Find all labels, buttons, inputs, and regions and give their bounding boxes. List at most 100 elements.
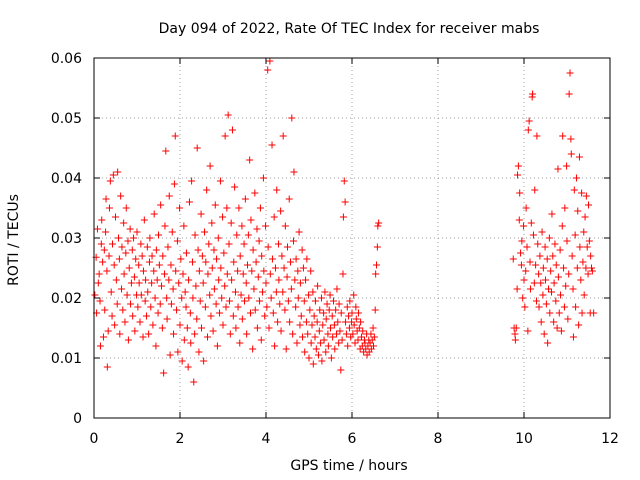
data-point — [229, 312, 237, 320]
data-point — [335, 339, 343, 347]
data-point — [547, 267, 555, 275]
data-point — [367, 330, 375, 338]
data-point — [522, 267, 530, 275]
data-point — [251, 306, 259, 314]
data-point — [116, 330, 124, 338]
data-point — [242, 279, 250, 287]
data-point — [160, 369, 168, 377]
data-point — [341, 198, 349, 206]
grid-lines — [94, 58, 610, 418]
data-point — [333, 285, 341, 293]
data-point — [327, 354, 335, 362]
data-point — [167, 261, 175, 269]
data-point — [582, 192, 590, 200]
data-point — [325, 306, 333, 314]
data-point — [141, 297, 149, 305]
data-point — [137, 240, 145, 248]
data-point — [514, 162, 522, 170]
data-point — [579, 258, 587, 266]
data-point — [206, 162, 214, 170]
data-point — [336, 327, 344, 335]
data-point — [205, 240, 213, 248]
data-point — [321, 288, 329, 296]
data-point — [545, 234, 553, 242]
data-point — [286, 318, 294, 326]
data-point — [176, 321, 184, 329]
data-point — [535, 303, 543, 311]
data-point — [585, 201, 592, 209]
data-point — [181, 288, 189, 296]
x-tick-label: 0 — [90, 431, 99, 447]
data-point — [145, 258, 153, 266]
data-point — [548, 288, 556, 296]
data-point — [277, 327, 285, 335]
data-point — [333, 330, 341, 338]
data-point — [344, 342, 352, 350]
data-point — [150, 210, 158, 218]
data-point — [329, 333, 337, 341]
data-point — [248, 267, 256, 275]
data-point — [120, 219, 128, 227]
data-point — [555, 309, 563, 317]
data-point — [556, 246, 564, 254]
data-point — [103, 363, 111, 371]
data-point — [277, 207, 285, 215]
data-point — [352, 315, 360, 323]
data-point — [153, 276, 161, 284]
data-point — [158, 324, 166, 332]
data-point — [214, 234, 222, 242]
data-point — [142, 276, 150, 284]
data-point — [251, 189, 259, 197]
data-point — [334, 318, 342, 326]
data-point — [178, 294, 186, 302]
data-point — [158, 282, 166, 290]
data-point — [152, 342, 160, 350]
data-point — [526, 258, 534, 266]
data-point — [373, 243, 381, 251]
data-point — [144, 288, 152, 296]
data-point — [155, 261, 163, 269]
x-tick-label: 12 — [601, 431, 619, 447]
data-point — [213, 255, 221, 263]
y-tick-label: 0.04 — [51, 171, 82, 187]
data-point — [584, 270, 592, 278]
data-point — [533, 132, 541, 140]
data-point — [123, 291, 131, 299]
data-point — [215, 276, 223, 284]
data-point — [521, 303, 529, 311]
data-point — [350, 291, 358, 299]
data-point — [210, 246, 218, 254]
data-point — [131, 327, 139, 335]
data-point — [119, 306, 127, 314]
data-point — [165, 192, 173, 200]
data-point — [186, 309, 194, 317]
data-point — [145, 330, 153, 338]
data-point — [292, 303, 300, 311]
data-point — [191, 330, 199, 338]
data-point — [518, 237, 526, 245]
data-point — [250, 285, 258, 293]
data-point — [513, 285, 521, 293]
data-point — [279, 132, 287, 140]
data-point — [567, 135, 575, 143]
data-point — [369, 324, 377, 332]
data-point — [550, 318, 558, 326]
data-point — [249, 246, 257, 254]
data-point — [100, 246, 108, 254]
data-point — [135, 261, 143, 269]
data-point — [171, 132, 179, 140]
data-point — [149, 321, 157, 329]
data-point — [520, 276, 528, 284]
data-point — [257, 336, 265, 344]
data-point — [122, 249, 130, 257]
data-point — [204, 333, 212, 341]
data-point — [532, 297, 540, 305]
data-point — [560, 264, 568, 272]
data-point — [124, 336, 132, 344]
data-point — [167, 300, 175, 308]
data-point — [132, 255, 140, 263]
y-tick-label: 0.03 — [51, 231, 82, 247]
data-point — [330, 297, 338, 305]
data-point — [354, 309, 362, 317]
data-point — [208, 219, 216, 227]
